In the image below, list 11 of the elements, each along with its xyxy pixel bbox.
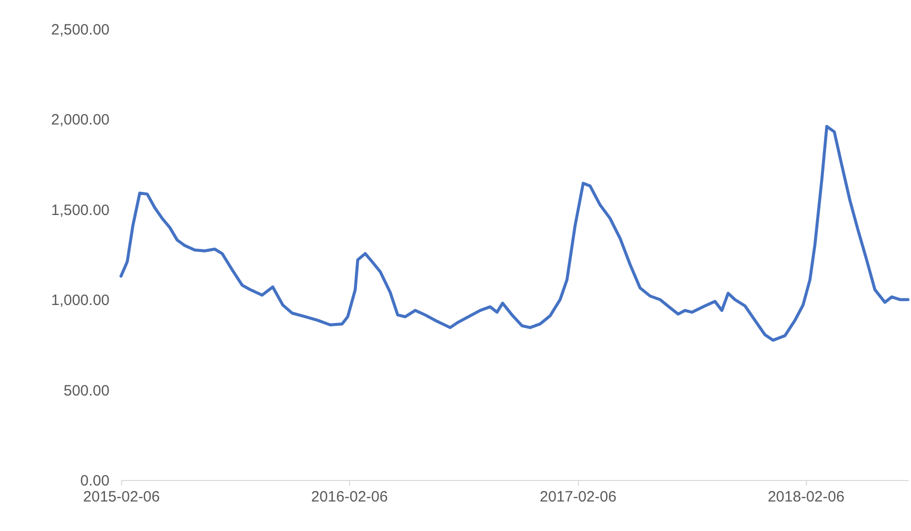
y-tick-label: 2,000.00 bbox=[51, 112, 110, 129]
y-tick-label: 1,500.00 bbox=[51, 202, 110, 219]
y-tick-label: 500.00 bbox=[64, 382, 110, 400]
x-tick-label: 2017-02-06 bbox=[540, 488, 616, 506]
y-tick-label: 0.00 bbox=[80, 472, 110, 490]
y-tick-label: 2,500.00 bbox=[51, 22, 110, 38]
x-tick-label: 2016-02-06 bbox=[311, 488, 388, 506]
x-tick-label: 2018-02-06 bbox=[768, 488, 844, 506]
x-tick-label: 2015-02-06 bbox=[83, 488, 160, 506]
y-tick-label: 1,000.00 bbox=[51, 292, 110, 310]
line-series bbox=[120, 124, 910, 342]
